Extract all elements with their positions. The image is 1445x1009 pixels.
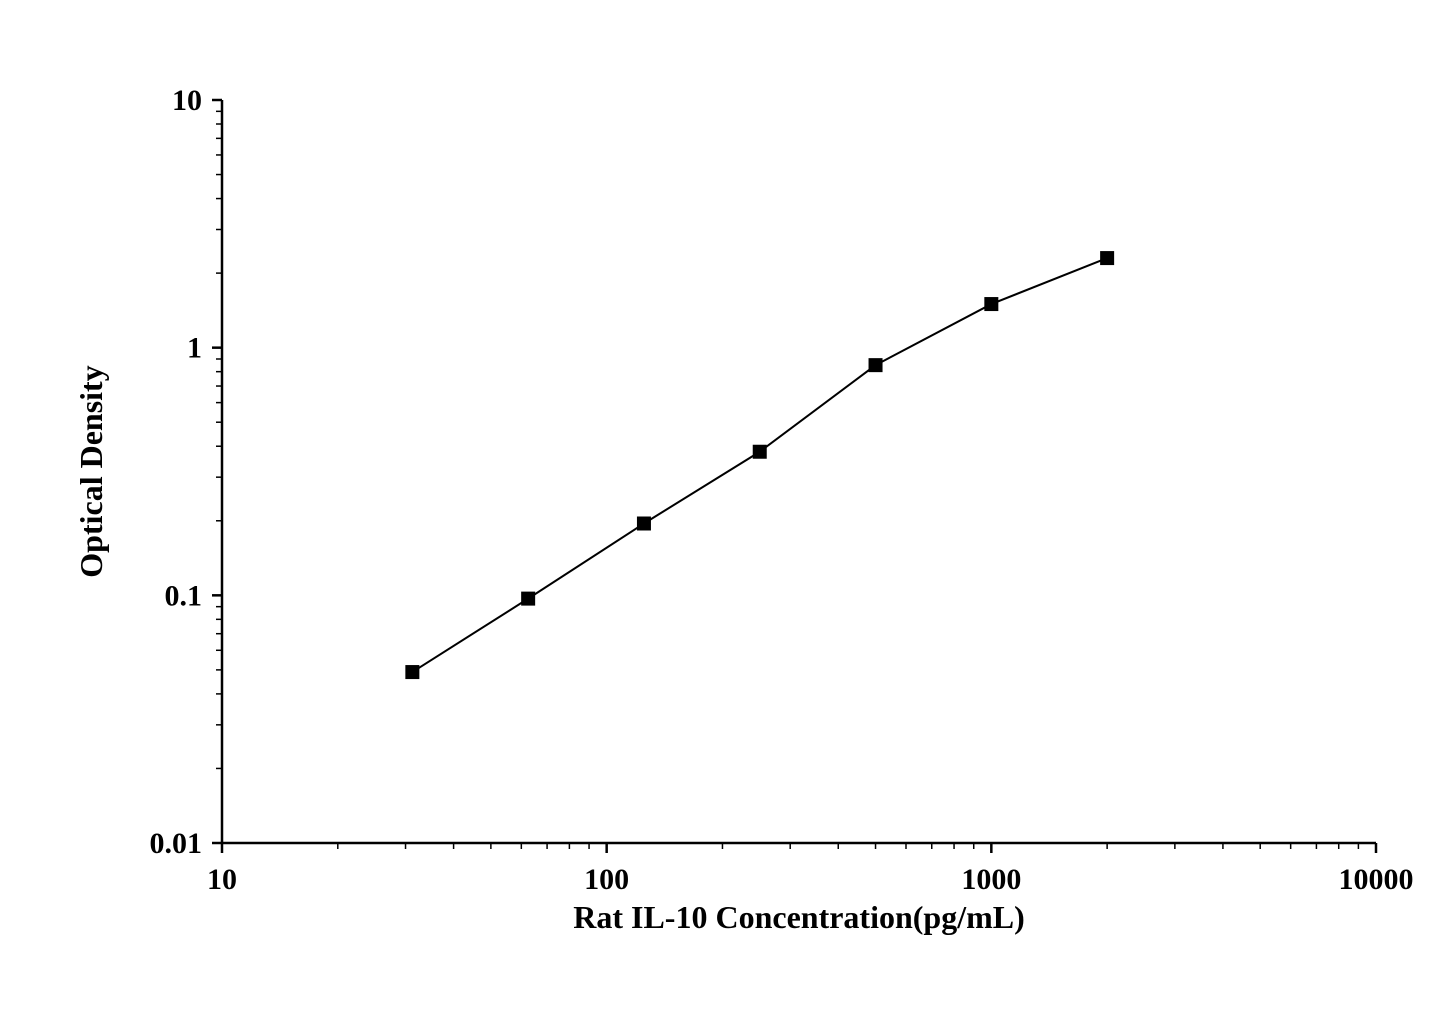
data-point: [869, 358, 883, 372]
x-tick-label: 100: [584, 863, 629, 896]
y-tick-label: 0.01: [150, 827, 203, 860]
y-tick-label: 1: [187, 332, 202, 365]
chart-container: 10 100 1000 10000 0.01 0.1 1 10 Rat IL-10 Concen…: [0, 0, 1445, 1009]
x-tick-label: 1000: [961, 863, 1021, 896]
y-tick-label: 10: [172, 84, 202, 117]
x-axis-label: Rat IL-10 Concentration(pg/mL): [573, 899, 1025, 935]
y-axis-label: Optical Density: [73, 365, 109, 577]
x-tick-label: 10000: [1339, 863, 1414, 896]
data-point: [405, 665, 419, 679]
data-point: [1100, 251, 1114, 265]
elisa-standard-curve-chart: 10 100 1000 10000 0.01 0.1 1 10 Rat IL-10 Concen…: [0, 0, 1445, 1009]
x-tick-label: 10: [207, 863, 237, 896]
data-point: [984, 297, 998, 311]
y-tick-label: 0.1: [165, 579, 203, 612]
data-point: [521, 592, 535, 606]
data-point: [753, 445, 767, 459]
data-point: [637, 517, 651, 531]
